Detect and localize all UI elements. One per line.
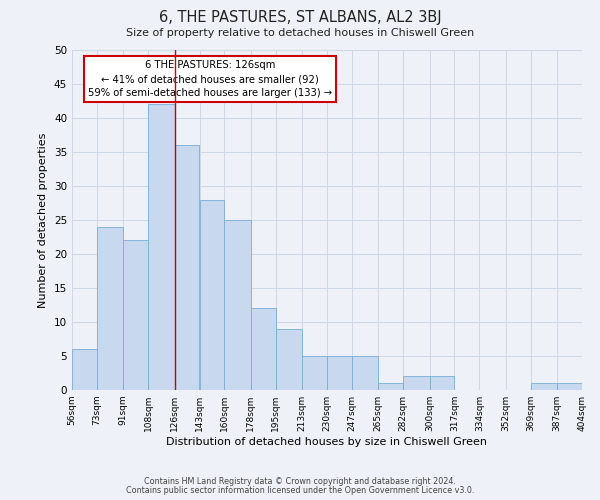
Text: Size of property relative to detached houses in Chiswell Green: Size of property relative to detached ho…	[126, 28, 474, 38]
Bar	[175, 145, 199, 390]
Bar	[352, 356, 378, 390]
Text: Contains public sector information licensed under the Open Government Licence v3: Contains public sector information licen…	[126, 486, 474, 495]
Bar	[148, 104, 175, 390]
Bar	[378, 383, 403, 390]
Text: 6, THE PASTURES, ST ALBANS, AL2 3BJ: 6, THE PASTURES, ST ALBANS, AL2 3BJ	[158, 10, 442, 25]
Bar	[123, 240, 148, 390]
Bar	[403, 376, 430, 390]
Bar	[276, 329, 302, 390]
Bar	[224, 220, 251, 390]
Bar	[430, 376, 455, 390]
Bar	[251, 308, 276, 390]
Bar	[97, 227, 123, 390]
Bar	[557, 383, 582, 390]
Text: Contains HM Land Registry data © Crown copyright and database right 2024.: Contains HM Land Registry data © Crown c…	[144, 477, 456, 486]
X-axis label: Distribution of detached houses by size in Chiswell Green: Distribution of detached houses by size …	[167, 437, 487, 447]
Bar	[302, 356, 327, 390]
Bar	[72, 349, 97, 390]
Bar	[531, 383, 557, 390]
Text: 6 THE PASTURES: 126sqm
← 41% of detached houses are smaller (92)
59% of semi-det: 6 THE PASTURES: 126sqm ← 41% of detached…	[88, 60, 332, 98]
Bar	[327, 356, 352, 390]
Bar	[199, 200, 224, 390]
Y-axis label: Number of detached properties: Number of detached properties	[38, 132, 49, 308]
